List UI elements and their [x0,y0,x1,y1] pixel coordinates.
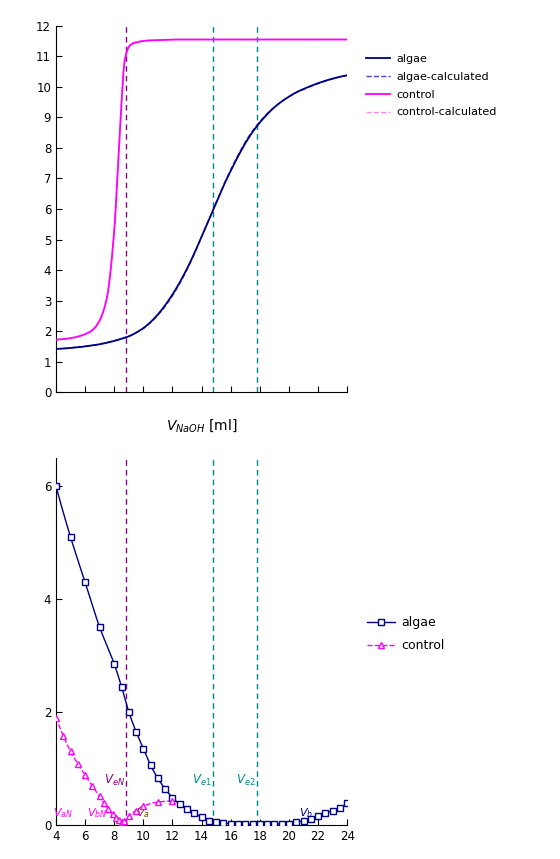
Text: $V_a$: $V_a$ [137,807,150,820]
Text: $V_{NaOH}$ [ml]: $V_{NaOH}$ [ml] [166,417,237,434]
Text: $V_{e2}$: $V_{e2}$ [236,773,255,788]
Legend: algae, algae-calculated, control, control-calculated: algae, algae-calculated, control, contro… [362,50,501,122]
Text: $V_{e1}$: $V_{e1}$ [192,773,211,788]
Text: $V_{aN}$: $V_{aN}$ [53,807,73,820]
Text: $V_{eN}$: $V_{eN}$ [104,773,125,788]
Legend: algae, control: algae, control [362,611,449,657]
Text: $V_{bN}$: $V_{bN}$ [87,807,107,820]
Text: $V_b$: $V_b$ [300,807,314,820]
